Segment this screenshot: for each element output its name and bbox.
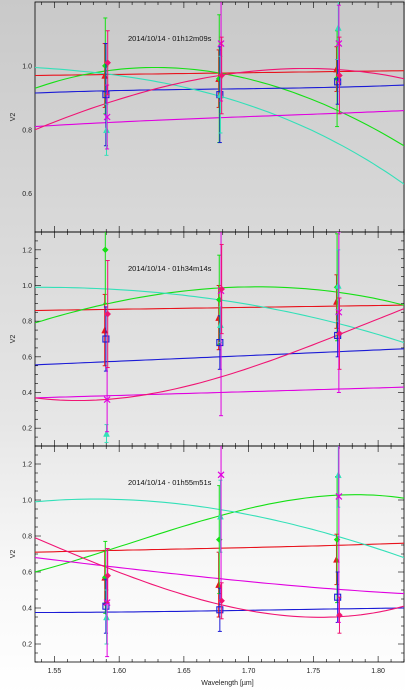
magenta-x-point [103,396,111,404]
crimson-diamond-point [336,330,343,338]
x-tick-label: 1.65 [177,668,191,675]
crimson-diamond-point [336,611,343,619]
x-tick-label: 1.75 [307,668,321,675]
cyan-triangle-point [103,126,110,134]
y-tick-label: 0.6 [22,570,32,577]
magenta-x-point [335,492,343,500]
crimson-diamond-point [104,572,112,579]
crimson-diamond-point [218,285,226,293]
magenta-x-point [335,308,343,316]
y-tick-label: 1.2 [22,462,32,469]
y-axis-label: V2 [10,335,17,344]
cyan-triangle-point [334,23,342,31]
cyan-triangle-point [103,613,110,621]
magenta-x-point [103,113,111,121]
x-tick-label: 1.70 [242,668,256,675]
x-tick-label: 1.55 [48,668,62,675]
red-triangle-point [333,555,340,563]
red-triangle-point [215,581,223,588]
x-tick-label: 1.80 [371,668,385,675]
x-tick-label: 1.60 [112,668,126,675]
plot-area [35,2,404,185]
crimson-diamond-point [104,59,112,67]
y-tick-label: 0.2 [22,426,32,433]
y-tick-label: 0.4 [22,390,32,397]
x-axis-label: Wavelength [µm] [201,680,253,687]
y-tick-label: 1.2 [22,247,32,254]
plot-area [35,232,404,443]
y-tick-label: 0.6 [22,191,32,198]
green-diamond-point [101,246,109,254]
panel-2: 0.2 0.4 0.6 0.8 1.0 1.2 V2 2014/10/14 - 01h34m1… [10,231,405,447]
y-axis-label: V2 [10,113,17,122]
y-axis-label: V2 [10,550,17,559]
cyan-triangle-point [334,281,342,289]
magenta-x-point [335,40,343,47]
crimson-diamond-point [218,597,226,605]
y-tick-label: 0.6 [22,354,32,361]
y-tick-label: 0.2 [22,642,32,649]
cyan-triangle-point [217,512,224,520]
blue-square-point [216,339,224,347]
crimson-model-curve [35,308,404,402]
blue-square-point [102,335,110,343]
y-tick-label: 0.8 [22,127,32,134]
plot-area [35,446,404,658]
panel-1: 0.6 0.8 1.0 V2 2014/10/14 - 01h12m09s [10,1,405,233]
magenta-x-point [217,471,225,479]
panel-title: 2014/10/14 - 01h12m09s [128,34,212,43]
panel-title: 2014/10/14 - 01h55m51s [128,478,212,487]
y-tick-label: 0.8 [22,534,32,541]
y-tick-label: 0.8 [22,319,32,326]
red-triangle-point [101,326,109,334]
crimson-diamond-point [336,72,343,79]
panel-3: 0.2 0.4 0.6 0.8 1.0 1.2 V2 2014/10/14 - 01h55m5… [10,445,405,663]
crimson-diamond-point [104,310,112,318]
crimson-diamond-point [218,72,226,79]
y-tick-label: 1.0 [22,63,32,70]
blue-square-point [216,606,224,614]
cyan-triangle-point [103,429,110,437]
y-tick-label: 1.0 [22,498,32,505]
panel-title: 2014/10/14 - 01h34m14s [128,264,212,273]
cyan-triangle-point [334,471,342,479]
magenta-model-curve [35,386,404,399]
magenta-x-point [217,40,225,47]
y-tick-label: 1.0 [22,283,32,290]
y-tick-label: 0.4 [22,606,32,613]
